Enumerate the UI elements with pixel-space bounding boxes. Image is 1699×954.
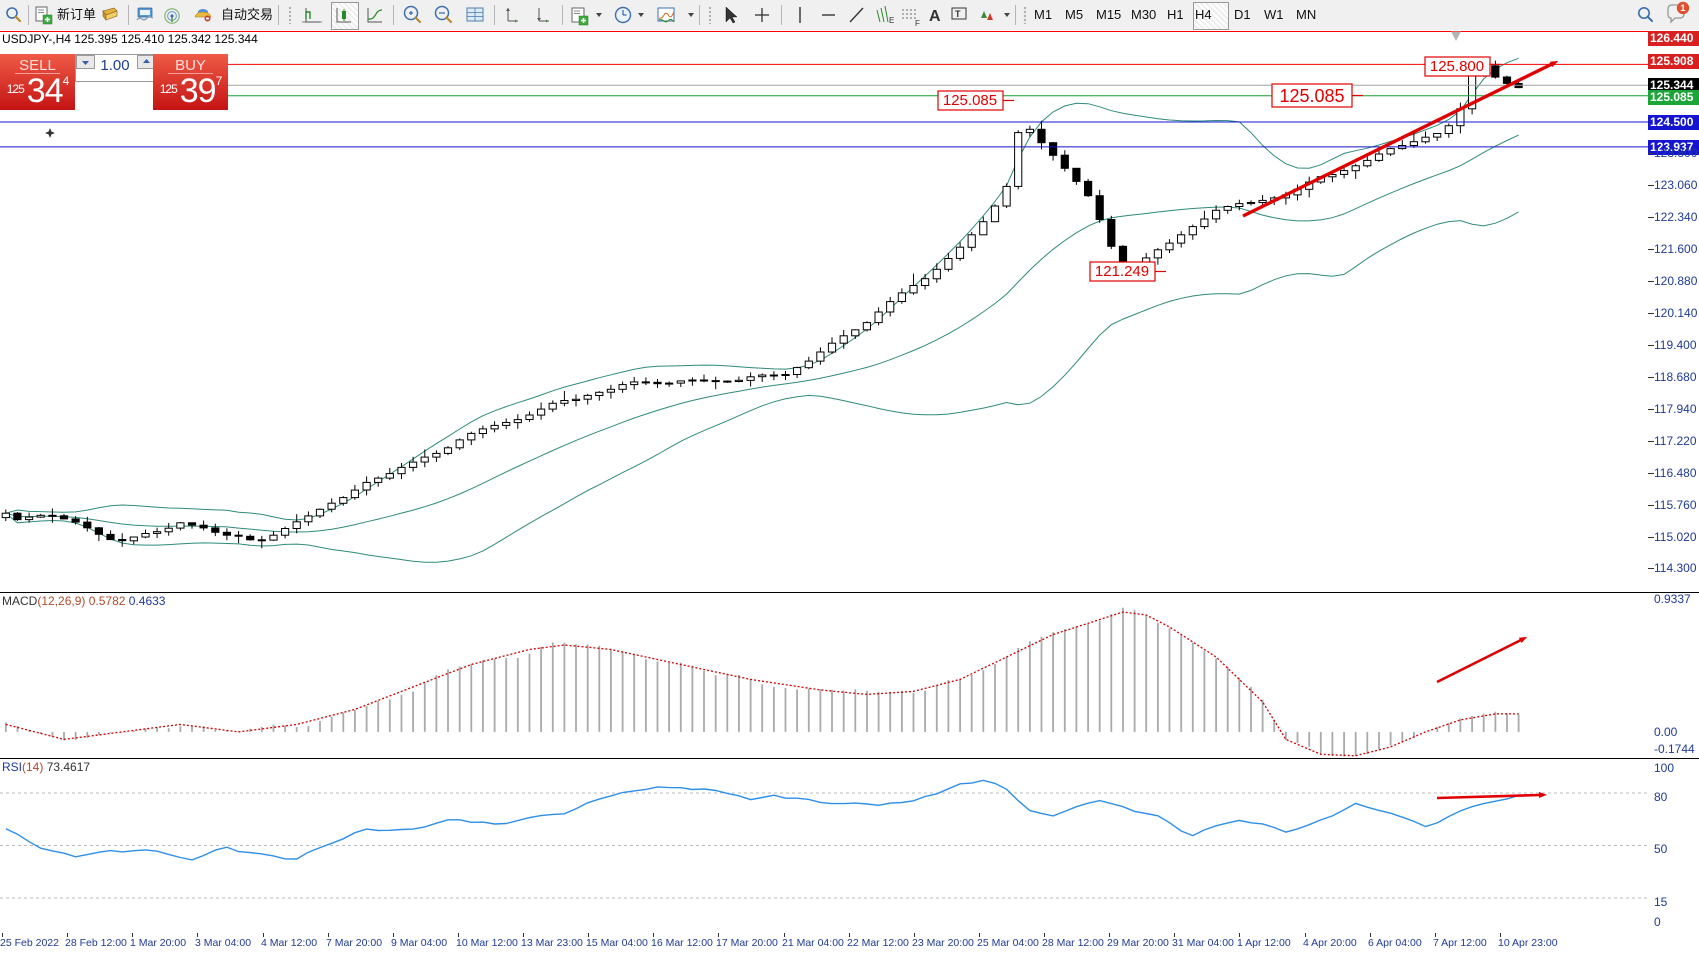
svg-text:T: T: [955, 9, 961, 19]
svg-text:E: E: [889, 16, 894, 25]
svg-text:125.800: 125.800: [1430, 58, 1484, 75]
svg-text:1: 1: [1680, 3, 1686, 14]
svg-text:125.085: 125.085: [1279, 86, 1344, 106]
svg-text:121.249: 121.249: [1095, 263, 1149, 280]
svg-text:A: A: [929, 8, 941, 25]
svg-text:F: F: [915, 19, 920, 28]
svg-text:125.085: 125.085: [943, 92, 997, 109]
